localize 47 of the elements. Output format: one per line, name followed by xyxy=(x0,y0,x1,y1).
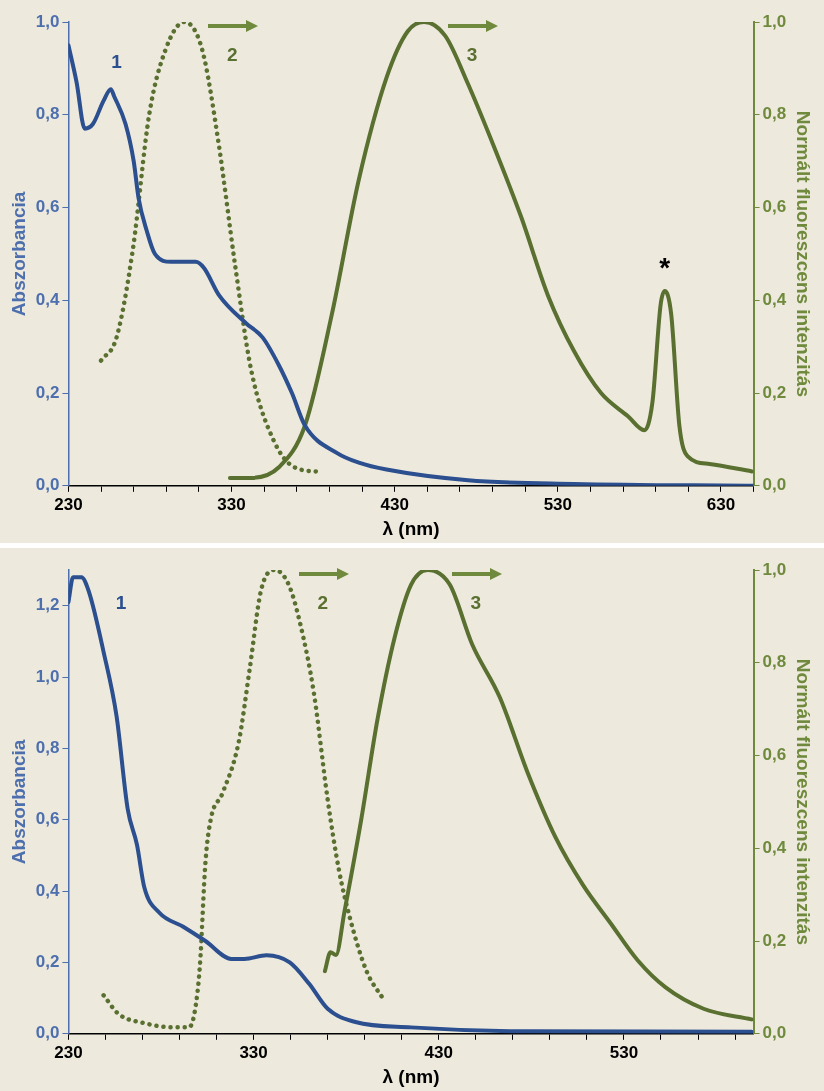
y2-tick-label: 0,4 xyxy=(762,289,787,309)
y-tick-label: 0,0 xyxy=(35,475,60,495)
y-tick-label: 0,0 xyxy=(35,1023,60,1043)
y-tick-label: 0,8 xyxy=(35,738,60,758)
y-tick-label: 0,4 xyxy=(35,289,60,309)
y-tick-label: 1,0 xyxy=(35,11,60,31)
y2-tick-label: 1,0 xyxy=(762,559,787,579)
y2-tick-label: 0,2 xyxy=(762,382,787,402)
x-axis-title: λ (nm) xyxy=(382,517,440,539)
x-tick-label: 230 xyxy=(54,1042,83,1062)
annotation: 2 xyxy=(317,592,329,614)
y-tick-label: 0,8 xyxy=(35,104,60,124)
x-tick-label: 530 xyxy=(609,1042,639,1062)
x-tick-label: 530 xyxy=(543,494,572,514)
y-tick-label: 0,2 xyxy=(35,952,60,972)
x-tick-label: 330 xyxy=(217,494,246,514)
y2-axis-title: Normált fluoreszcens intenzitás xyxy=(793,110,815,397)
y-axis-title: Abszorbancia xyxy=(7,191,29,317)
annotation: 1 xyxy=(111,51,123,73)
annotation: 1 xyxy=(115,592,127,614)
y2-tick-label: 0,8 xyxy=(762,652,787,672)
y-tick-label: 0,6 xyxy=(35,197,60,217)
y2-axis-title: Normált fluoreszcens intenzitás xyxy=(793,658,815,945)
annotation: 2 xyxy=(226,44,238,66)
y-tick-label: 1,0 xyxy=(35,666,60,686)
y2-tick-label: 0,0 xyxy=(762,1023,787,1043)
y-tick-label: 1,2 xyxy=(35,595,60,615)
y2-tick-label: 0,4 xyxy=(762,837,787,857)
x-tick-label: 430 xyxy=(424,1042,453,1062)
x-tick-label: 230 xyxy=(54,494,83,514)
y2-tick-label: 0,8 xyxy=(762,104,787,124)
y2-tick-label: 0,6 xyxy=(762,197,787,217)
annotation: * xyxy=(659,252,671,283)
y2-tick-label: 0,6 xyxy=(762,745,787,765)
x-axis-title: λ (nm) xyxy=(382,1065,440,1087)
y-tick-label: 0,2 xyxy=(35,382,60,402)
y2-tick-label: 0,2 xyxy=(762,930,787,950)
x-tick-label: 430 xyxy=(380,494,409,514)
y-axis-title: Abszorbancia xyxy=(7,739,29,865)
x-tick-label: 330 xyxy=(239,1042,268,1062)
y-tick-label: 0,4 xyxy=(35,880,60,900)
annotation: 3 xyxy=(470,592,481,614)
annotation: 3 xyxy=(466,44,478,66)
x-tick-label: 630 xyxy=(706,494,736,514)
y2-tick-label: 1,0 xyxy=(762,11,787,31)
y-tick-label: 0,6 xyxy=(35,809,60,829)
y2-tick-label: 0,0 xyxy=(762,475,787,495)
